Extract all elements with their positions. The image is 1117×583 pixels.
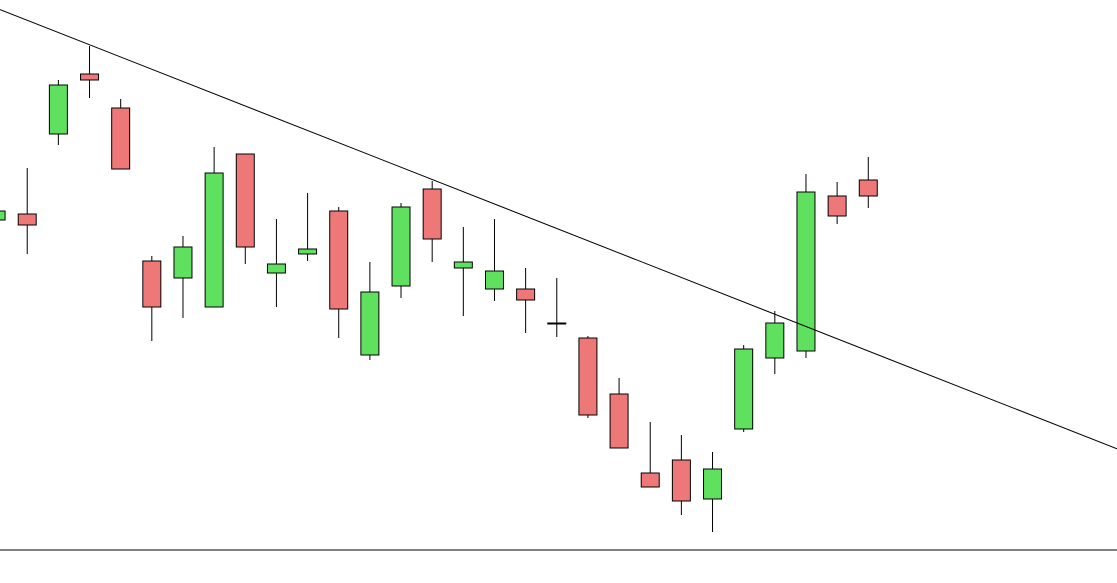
candle-body xyxy=(266,263,286,274)
candle-body xyxy=(329,210,349,310)
candle-body xyxy=(640,472,660,488)
candle-body xyxy=(298,248,318,255)
candle-body xyxy=(484,270,504,290)
candle-body xyxy=(609,393,629,449)
candle-body xyxy=(453,261,473,269)
candle-body xyxy=(391,206,411,287)
candle-body xyxy=(765,322,785,359)
candle-body xyxy=(17,213,37,226)
candle-body xyxy=(0,210,6,221)
candle-body xyxy=(142,260,162,308)
candle-body xyxy=(516,288,536,301)
candle-body xyxy=(235,153,255,248)
candle-body xyxy=(827,195,847,217)
candle-body xyxy=(173,246,193,279)
trendline xyxy=(0,9,1117,450)
candle-body xyxy=(858,179,878,197)
candle-body xyxy=(360,291,380,356)
candle-body xyxy=(734,348,754,430)
candle-body xyxy=(422,188,442,240)
candle-body xyxy=(671,459,691,502)
candle-body xyxy=(80,73,100,81)
candle-body xyxy=(547,322,567,325)
candle-body xyxy=(578,337,598,416)
candle-body xyxy=(796,191,816,352)
candle-body xyxy=(48,84,68,135)
candle-body xyxy=(204,172,224,308)
candle-body xyxy=(111,107,131,170)
candle-body xyxy=(703,468,723,500)
